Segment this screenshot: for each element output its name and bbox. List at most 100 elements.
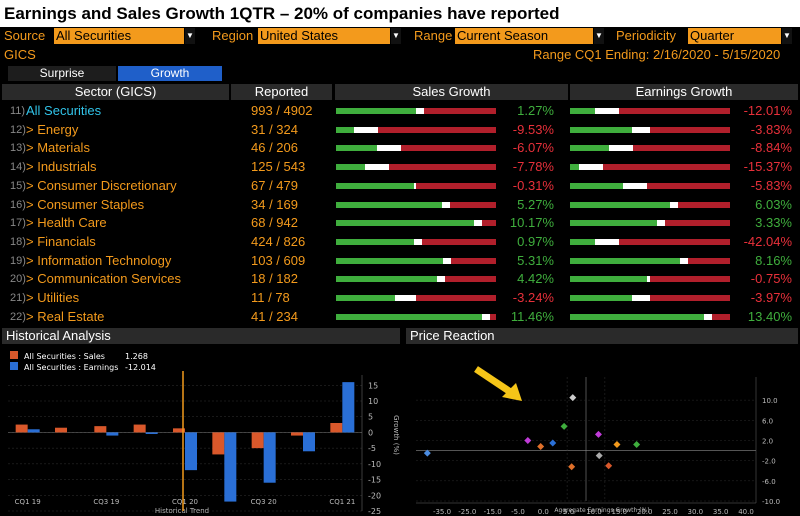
scatter-point[interactable] [423,449,431,457]
row-sales-growth: -6.07% [512,140,554,156]
table-row[interactable]: 22) > Real Estate 41 / 234 11.46% 13.40% [2,309,798,328]
table-row[interactable]: 11) All Securities 993 / 4902 1.27% -12.… [2,103,798,122]
sales-growth-bar-marker [442,201,451,208]
row-sector-name[interactable]: > Communication Services [26,271,181,287]
earnings-growth-bar [570,220,730,227]
sales-growth-bar-fill [336,238,423,245]
earnings-growth-bar [570,201,730,208]
sales-growth-bar-fill [336,313,491,320]
scatter-point[interactable] [524,436,532,444]
table-row[interactable]: 12) > Energy 31 / 324 -9.53% -3.83% [2,122,798,141]
row-sector-name[interactable]: > Information Technology [26,252,172,268]
sales-growth-bar-fill [336,108,425,114]
scatter-point[interactable] [633,441,641,449]
table-row[interactable]: 19) > Information Technology 103 / 609 5… [2,253,798,272]
earnings-bar [145,432,158,434]
x-tick-label: -25.0 [458,508,476,516]
scatter-point[interactable] [549,439,557,447]
scatter-point[interactable] [613,441,621,449]
region-dropdown-arrow-icon[interactable]: ▼ [391,28,401,44]
gics-label: GICS [4,47,36,62]
table-row[interactable]: 14) > Industrials 125 / 543 -7.78% -15.3… [2,159,798,178]
x-tick-label: CQ1 19 [15,498,41,506]
sales-growth-bar-marker [416,108,425,114]
row-sector-name[interactable]: > Materials [26,140,90,156]
row-sector-name[interactable]: > Health Care [26,215,107,231]
periodicity-dropdown[interactable]: Quarter [688,28,781,44]
scatter-point[interactable] [560,422,568,430]
earnings-bar [27,429,40,433]
sales-bar [330,423,343,433]
table-row[interactable]: 16) > Consumer Staples 34 / 169 5.27% 6.… [2,197,798,216]
table-row[interactable]: 21) > Utilities 11 / 78 -3.24% -3.97% [2,290,798,309]
row-sector-name[interactable]: > Consumer Staples [26,196,145,212]
row-sector-name[interactable]: > Utilities [26,290,80,305]
tab-surprise[interactable]: Surprise [8,66,116,81]
y-tick-label: 10.0 [762,397,778,405]
row-sector-name[interactable]: > Industrials [26,159,97,175]
row-sales-growth: -0.31% [512,177,554,193]
earnings-growth-bar [570,295,730,301]
sales-growth-bar [336,108,496,114]
sales-growth-bar [336,313,496,320]
scatter-point[interactable] [595,452,603,460]
row-sector-name[interactable]: > Financials [26,233,96,249]
row-sales-growth: 10.17% [509,215,554,231]
earnings-growth-bar-marker [631,295,650,301]
region-dropdown[interactable]: United States [258,28,390,44]
y-tick-label: -10.0 [762,498,780,506]
historical-chart: All Securities : Sales 1.268 All Securit… [2,345,400,516]
sales-bar [212,432,225,455]
scatter-point[interactable] [594,430,602,438]
row-number: 11) [10,105,26,117]
x-tick-label: 10.0 [586,508,602,516]
periodicity-dropdown-arrow-icon[interactable]: ▼ [782,28,792,44]
row-number: 18) [10,235,26,248]
sales-growth-bar [336,182,496,189]
earnings-bar [342,382,355,433]
x-tick-label: -5.0 [511,508,525,516]
sales-bar [94,426,107,433]
row-sector-name[interactable]: > Real Estate [26,308,105,324]
x-tick-label: 35.0 [713,508,729,516]
table-row[interactable]: 20) > Communication Services 18 / 182 4.… [2,271,798,290]
source-dropdown-arrow-icon[interactable]: ▼ [185,28,195,44]
sales-bar [55,427,67,433]
row-sector-name[interactable]: > Energy [26,121,79,137]
earnings-growth-bar [570,126,730,133]
y-tick-label: 5 [368,413,373,422]
table-row[interactable]: 17) > Health Care 68 / 942 10.17% 3.33% [2,215,798,234]
row-earnings-growth: 13.40% [747,308,792,324]
range-dropdown[interactable]: Current Season [455,28,593,44]
x-tick-label: 5.0 [563,508,574,516]
scatter-point[interactable] [568,463,576,471]
scatter-point[interactable] [605,462,613,470]
scatter-point[interactable] [537,443,545,451]
row-number: 13) [10,142,26,155]
row-earnings-growth: -8.84% [750,140,792,156]
range-dropdown-arrow-icon[interactable]: ▼ [594,28,604,44]
row-reported: 34 / 169 [251,196,298,212]
tab-growth[interactable]: Growth [118,66,222,81]
y-tick-label: 15 [368,381,378,390]
earnings-growth-bar [570,164,730,171]
sales-growth-bar [336,238,496,245]
table-row[interactable]: 15) > Consumer Discretionary 67 / 479 -0… [2,178,798,197]
sales-growth-bar-fill [336,295,395,301]
earnings-bar [263,432,276,483]
table-row[interactable]: 13) > Materials 46 / 206 -6.07% -8.84% [2,140,798,159]
row-sales-growth: 1.27% [517,103,554,118]
earnings-growth-bar-fill [570,182,624,189]
row-number: 19) [10,254,26,267]
region-label: Region [212,28,254,43]
row-number: 22) [10,310,26,323]
price-reaction-title: Price Reaction [406,328,798,344]
row-sector-name[interactable]: > Consumer Discretionary [26,177,177,193]
scatter-point[interactable] [569,394,577,402]
table-row[interactable]: 18) > Financials 424 / 826 0.97% -42.04% [2,234,798,253]
header-reported: Reported [231,84,332,100]
row-sector-name[interactable]: All Securities [26,103,102,118]
source-dropdown[interactable]: All Securities [54,28,184,44]
sales-bar [15,424,28,433]
header-earnings-growth: Earnings Growth [570,84,798,100]
